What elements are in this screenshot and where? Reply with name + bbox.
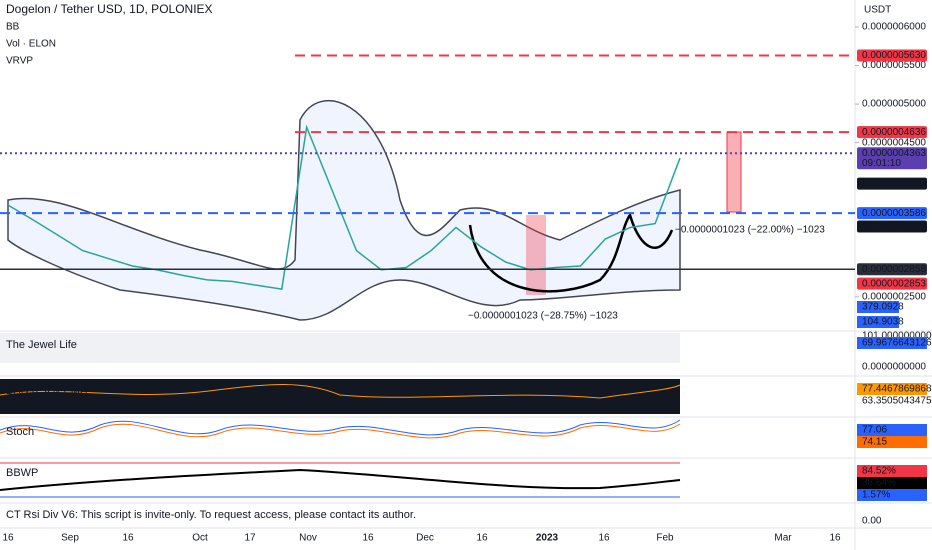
indicator: VRVP	[6, 56, 33, 67]
price-tick-label: 0.0000005500	[862, 60, 926, 71]
indicator: Vol · ELON	[6, 39, 56, 50]
pane-title: BBWP	[6, 467, 38, 479]
price-label-box	[857, 263, 927, 276]
time-tick-label: 16	[598, 533, 610, 544]
price-label: 0.0000002853	[862, 278, 926, 289]
time-tick-label: 17	[244, 533, 256, 544]
volume-label-box	[857, 316, 899, 328]
price-line	[7, 124, 681, 290]
price-label-box	[857, 220, 927, 233]
time-tick-label: Mar	[774, 533, 792, 544]
time-tick-label: 16	[476, 533, 488, 544]
pane-title: BAD RSI & EMA	[6, 385, 88, 397]
price-label-box	[857, 147, 927, 170]
indicator-line	[0, 419, 681, 436]
pane-label-box	[857, 337, 927, 349]
price-label: 0.0000003586	[862, 208, 926, 219]
measure-box	[726, 131, 742, 213]
chart-title: Dogelon / Tether USD, 1D, POLONIEX	[6, 2, 213, 16]
time-tick-label: 16	[122, 533, 134, 544]
annotation: −0.0000001023 (−28.75%) −1023	[468, 311, 618, 322]
price-label: 0.0000003413	[862, 221, 926, 232]
time-tick-label: 16	[829, 533, 841, 544]
time-tick-label: Feb	[656, 533, 674, 544]
price-label-box	[857, 49, 927, 62]
price-label-box	[857, 207, 927, 220]
footer-note: CT Rsi Div V6: This script is invite-onl…	[6, 509, 416, 521]
price-label-box	[857, 277, 927, 290]
price-tick-label: 0.0000004500	[862, 137, 926, 148]
time-tick-label: 2023	[536, 533, 559, 544]
time-tick-label: 16	[362, 533, 374, 544]
price-label: 0.0000005630	[862, 50, 926, 61]
time-tick-label: Dec	[416, 533, 434, 544]
pane-label-box	[857, 383, 927, 395]
pane-bg	[0, 333, 680, 363]
pane-label: 84.52%	[862, 466, 896, 477]
price-label-box	[857, 126, 927, 139]
pane-label-box	[857, 477, 927, 489]
pane-label-box	[857, 465, 927, 477]
pane-label-box	[857, 489, 927, 501]
currency: USDT	[864, 5, 891, 16]
price-label: 0.0000002858	[862, 264, 926, 275]
pane-label: 1.57%	[862, 490, 890, 501]
pane-title: The Jewel Life	[6, 339, 77, 351]
annotation: −0.0000001023 (−22.00%) −1023	[675, 225, 825, 236]
pane-label: 38.64%	[862, 478, 896, 489]
volume-label: 379.0928	[862, 302, 904, 313]
price-label-box	[857, 177, 927, 190]
price-tick-label: 0.0000005000	[862, 99, 926, 110]
indicator: BB	[6, 22, 20, 33]
price-label: 0.0000004636	[862, 127, 926, 138]
time-tick-label: Oct	[192, 533, 208, 544]
time-tick-label: 16	[2, 533, 14, 544]
time-tick-label: Nov	[299, 533, 317, 544]
pane-axis-label: 0.00	[862, 516, 882, 527]
indicator-line	[0, 423, 681, 439]
price-label: 0.0000003969	[862, 178, 926, 189]
pane-axis-label: 0.0000000000	[862, 362, 926, 373]
price-tick-label: 0.0000002500	[862, 291, 926, 302]
pane-label: 77.4467869868	[862, 384, 932, 395]
pane-label: 69.9676643126	[862, 338, 932, 349]
price-tick-label: 0.0000006000	[862, 22, 926, 33]
price-label-sub: 09:01:10	[862, 158, 901, 169]
volume-label-box	[857, 301, 899, 313]
pane-title: Stoch	[6, 426, 34, 438]
pane-label: 77.06	[862, 425, 887, 436]
bollinger-band	[7, 99, 681, 321]
indicator-line	[0, 468, 681, 491]
volume-label: 104.9038	[862, 317, 904, 328]
pane-label: 74.15	[862, 437, 887, 448]
pane-label: 63.3505043475	[862, 396, 932, 407]
time-tick-label: Sep	[61, 533, 79, 544]
drawing	[468, 212, 674, 293]
pane-label-box	[857, 424, 927, 436]
measure-box	[526, 215, 546, 295]
indicator-line	[0, 383, 681, 399]
pane-label-box	[857, 395, 927, 407]
pane-label-box	[857, 436, 927, 448]
price-label: 0.0000004363	[862, 148, 926, 159]
pane-axis-label: 101.0000000000	[862, 331, 932, 342]
